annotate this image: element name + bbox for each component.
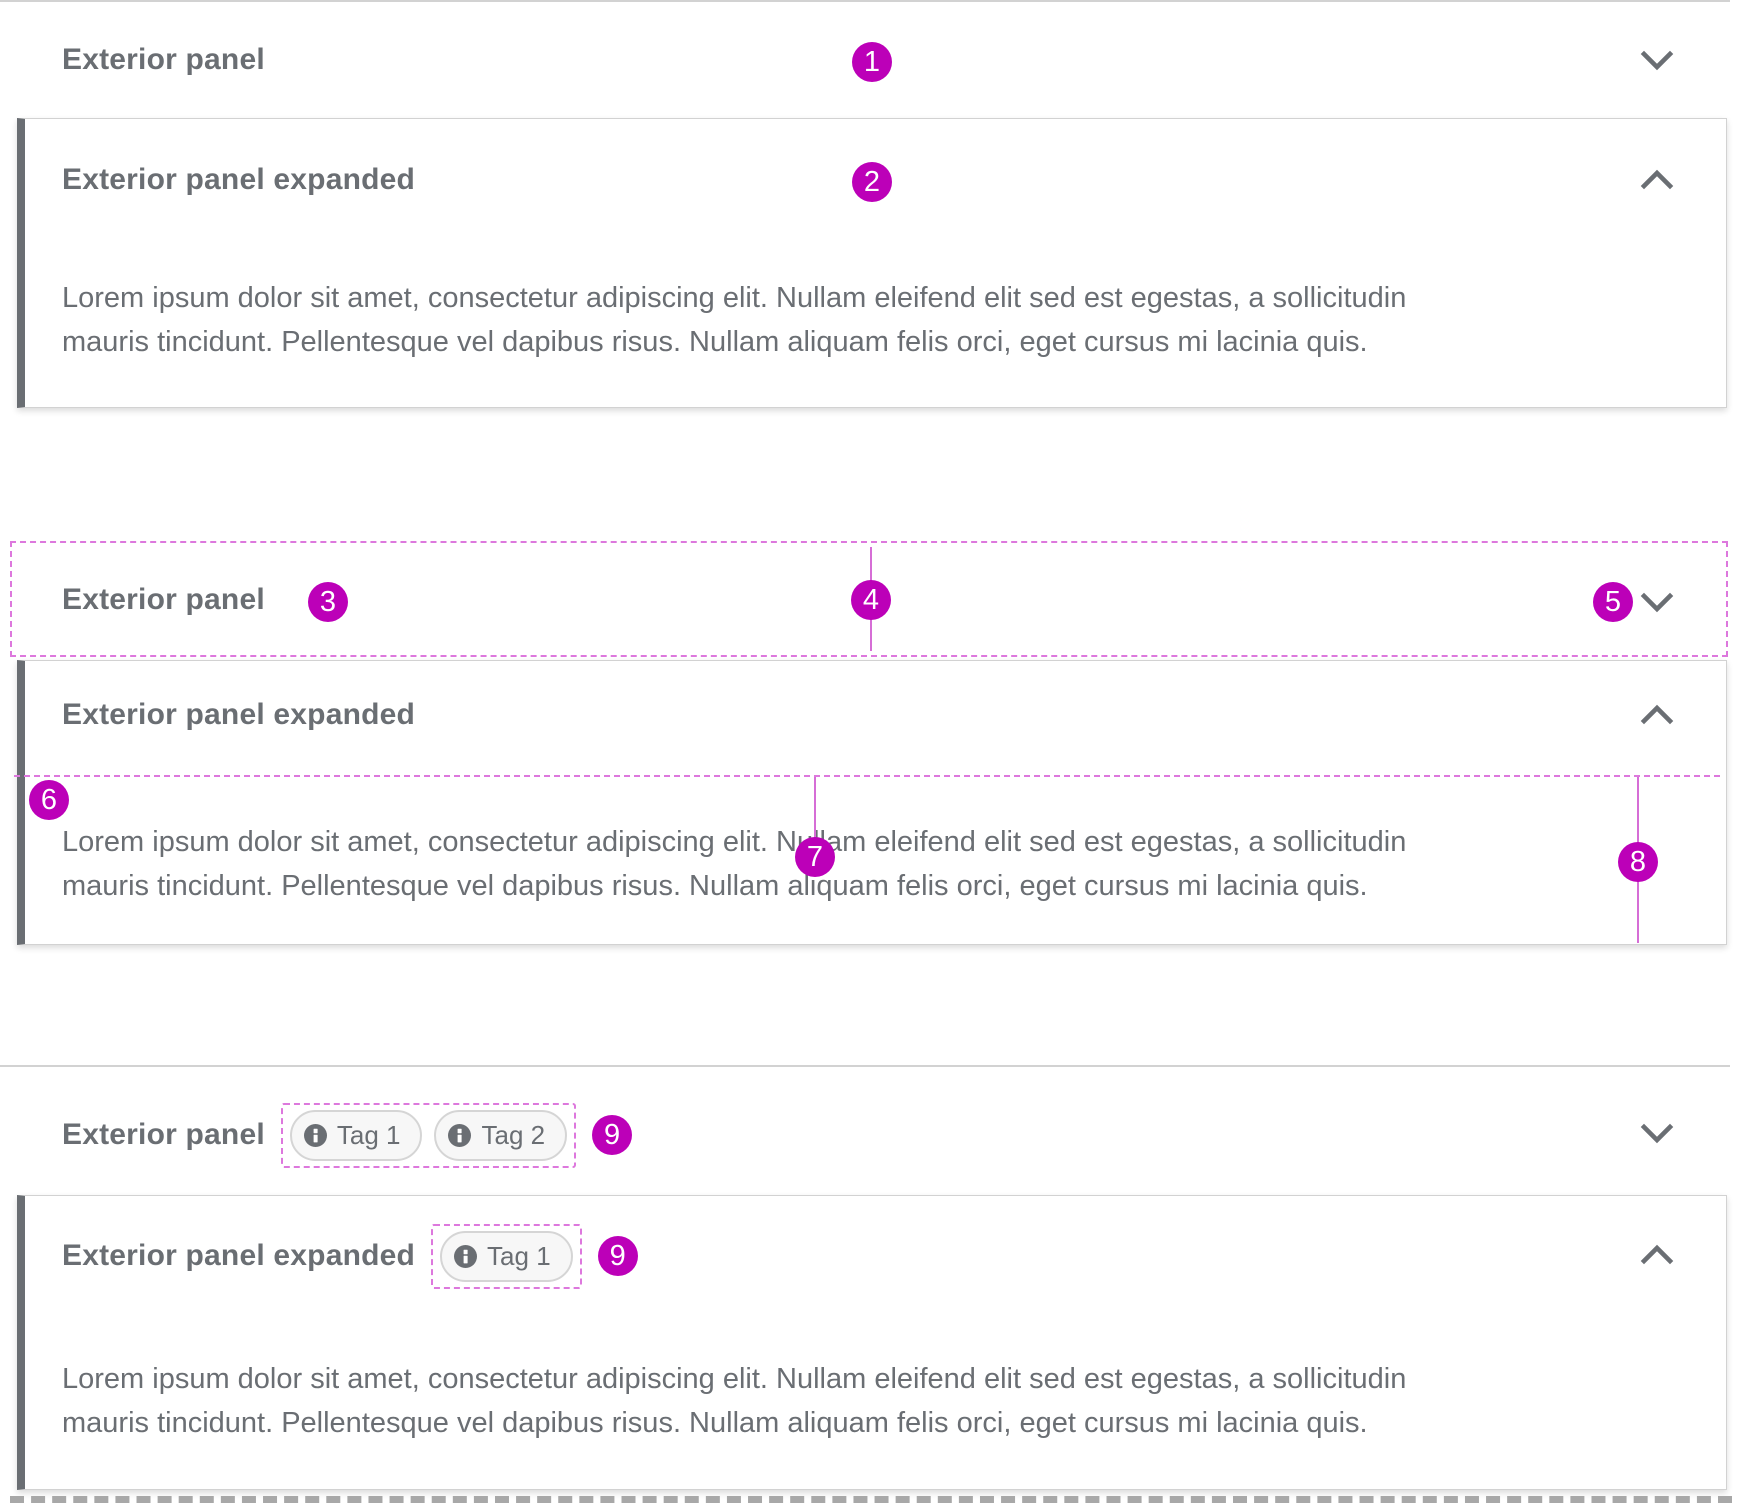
chevron-down-icon[interactable] (1640, 592, 1674, 614)
info-icon (454, 1244, 478, 1268)
tag-pill: Tag 1 (440, 1230, 573, 1282)
chevron-down-icon[interactable] (1640, 50, 1674, 72)
accordion-toggle-expanded-1[interactable]: Exterior panel expanded (62, 163, 416, 196)
chevron-up-icon[interactable] (1640, 168, 1674, 190)
annotation-marker-4: 4 (851, 580, 891, 620)
tag-label: Tag 1 (336, 1119, 401, 1150)
panel-body-line: mauris tincidunt. Pellentesque vel dapib… (62, 870, 1368, 902)
chevron-up-icon[interactable] (1640, 1243, 1674, 1265)
annotation-marker-9: 9 (597, 1236, 638, 1276)
accordion-toggle-expanded-3[interactable]: Exterior panel expanded (62, 1239, 416, 1272)
accordion-item-top-border (0, 0, 1730, 2)
info-icon (303, 1123, 327, 1147)
panel-body-3: Lorem ipsum dolor sit amet, consectetur … (62, 1357, 1406, 1445)
annotation-dash-line-content-top (14, 775, 1720, 777)
expanded-panel-2: Exterior panel expanded Lorem ipsum dolo… (17, 660, 1727, 945)
expanded-panel-3: Exterior panel expanded Tag 1 9 Lorem ip… (17, 1195, 1727, 1490)
annotation-dash-box-header (10, 541, 1728, 657)
tag-pill: Tag 2 (434, 1109, 568, 1161)
accordion-toggle-collapsed-3[interactable]: Exterior panel (62, 1118, 265, 1151)
annotation-marker-5: 5 (1593, 582, 1633, 622)
tag-pill: Tag 1 (289, 1109, 423, 1161)
panel-body-line: Lorem ipsum dolor sit amet, consectetur … (62, 826, 1407, 858)
accordion-toggle-collapsed-1[interactable]: Exterior panel (62, 43, 265, 76)
panel-body-line: mauris tincidunt. Pellentesque vel dapib… (62, 1407, 1368, 1439)
annotation-marker-9: 9 (592, 1115, 633, 1155)
panel-body-2: Lorem ipsum dolor sit amet, consectetur … (62, 820, 1406, 908)
chevron-down-icon[interactable] (1640, 1123, 1674, 1145)
chevron-up-icon[interactable] (1640, 703, 1674, 725)
panel-body-1: Lorem ipsum dolor sit amet, consectetur … (62, 276, 1406, 364)
accordion-header-collapsed-3: Exterior panel Tag 1 Tag 2 9 (62, 1102, 633, 1168)
annotation-dash-box-tag: Tag 1 (431, 1223, 582, 1289)
accordion-item-top-border (0, 1065, 1730, 1067)
annotation-marker-3: 3 (308, 582, 348, 622)
annotation-line-7 (814, 777, 816, 855)
annotation-dash-box-tags: Tag 1 Tag 2 (280, 1102, 577, 1168)
annotation-marker-2: 2 (852, 162, 892, 202)
annotation-marker-7: 7 (795, 837, 835, 877)
annotation-marker-8: 8 (1618, 842, 1658, 882)
tag-label: Tag 1 (487, 1240, 551, 1271)
cropped-next-element-edge (10, 1496, 1732, 1503)
annotation-marker-1: 1 (852, 42, 892, 82)
info-icon (448, 1123, 472, 1147)
tag-label: Tag 2 (481, 1119, 546, 1150)
panel-body-line: mauris tincidunt. Pellentesque vel dapib… (62, 326, 1368, 358)
accordion-toggle-collapsed-2[interactable]: Exterior panel (62, 583, 265, 616)
accordion-toggle-expanded-2[interactable]: Exterior panel expanded (62, 698, 416, 731)
annotation-marker-6: 6 (29, 780, 69, 820)
accordion-header-expanded-3: Exterior panel expanded Tag 1 9 (62, 1223, 638, 1289)
panel-body-line: Lorem ipsum dolor sit amet, consectetur … (62, 282, 1407, 314)
panel-body-line: Lorem ipsum dolor sit amet, consectetur … (62, 1363, 1407, 1395)
